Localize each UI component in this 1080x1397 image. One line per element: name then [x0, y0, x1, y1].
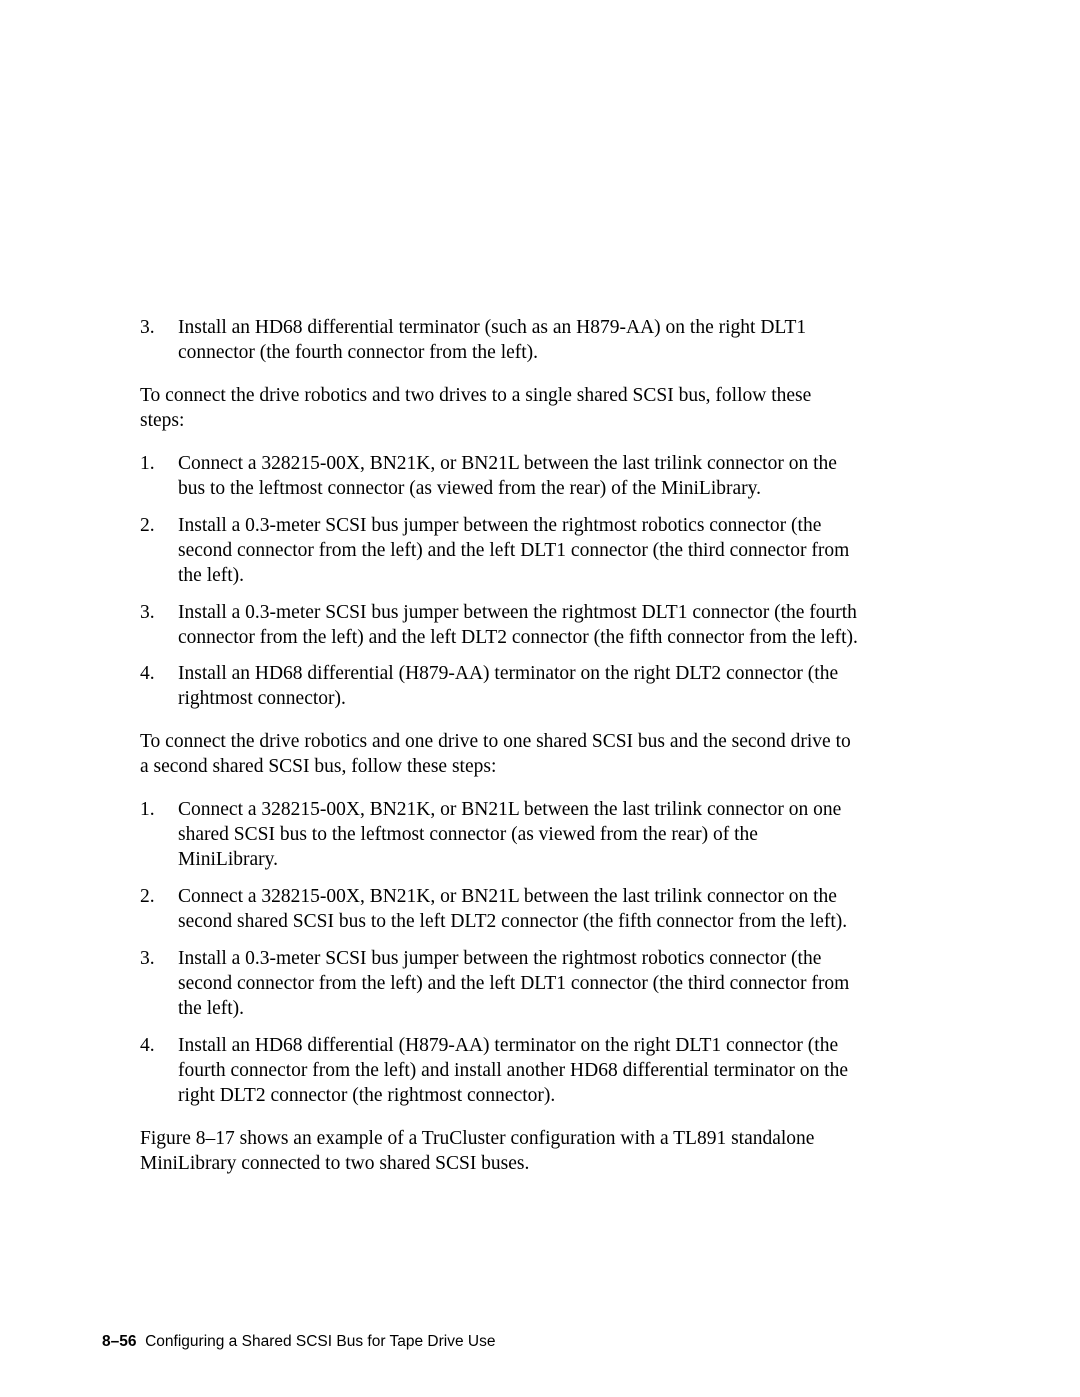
list-text: Install a 0.3-meter SCSI bus jumper betw… [178, 947, 860, 1022]
list-item: 2. Install a 0.3-meter SCSI bus jumper b… [140, 514, 860, 589]
list-item: 1. Connect a 328215-00X, BN21K, or BN21L… [140, 452, 860, 502]
list-text: Connect a 328215-00X, BN21K, or BN21L be… [178, 798, 860, 873]
list-number: 3. [140, 316, 178, 366]
list-text: Install a 0.3-meter SCSI bus jumper betw… [178, 601, 860, 651]
list-item: 3. Install an HD68 differential terminat… [140, 316, 860, 366]
list-item: 1. Connect a 328215-00X, BN21K, or BN21L… [140, 798, 860, 873]
list-text: Install an HD68 differential (H879-AA) t… [178, 662, 860, 712]
list-number: 1. [140, 798, 178, 873]
list-item: 4. Install an HD68 differential (H879-AA… [140, 662, 860, 712]
list-text: Connect a 328215-00X, BN21K, or BN21L be… [178, 885, 860, 935]
list-number: 4. [140, 662, 178, 712]
list-number: 3. [140, 947, 178, 1022]
content-column: 3. Install an HD68 differential terminat… [140, 316, 860, 1177]
list-number: 3. [140, 601, 178, 651]
list-text: Install a 0.3-meter SCSI bus jumper betw… [178, 514, 860, 589]
ordered-list-1: 3. Install an HD68 differential terminat… [140, 316, 860, 366]
list-item: 3. Install a 0.3-meter SCSI bus jumper b… [140, 601, 860, 651]
page-number: 8–56 [102, 1333, 136, 1350]
list-text: Install an HD68 differential (H879-AA) t… [178, 1034, 860, 1109]
list-number: 2. [140, 885, 178, 935]
paragraph: To connect the drive robotics and two dr… [140, 384, 860, 434]
list-text: Install an HD68 differential terminator … [178, 316, 860, 366]
list-item: 3. Install a 0.3-meter SCSI bus jumper b… [140, 947, 860, 1022]
page-footer: 8–56 Configuring a Shared SCSI Bus for T… [102, 1333, 495, 1351]
page: 3. Install an HD68 differential terminat… [0, 0, 1080, 1397]
list-number: 4. [140, 1034, 178, 1109]
ordered-list-2: 1. Connect a 328215-00X, BN21K, or BN21L… [140, 452, 860, 713]
paragraph: To connect the drive robotics and one dr… [140, 730, 860, 780]
paragraph: Figure 8–17 shows an example of a TruClu… [140, 1127, 860, 1177]
list-text: Connect a 328215-00X, BN21K, or BN21L be… [178, 452, 860, 502]
ordered-list-3: 1. Connect a 328215-00X, BN21K, or BN21L… [140, 798, 860, 1108]
list-number: 1. [140, 452, 178, 502]
list-item: 4. Install an HD68 differential (H879-AA… [140, 1034, 860, 1109]
list-item: 2. Connect a 328215-00X, BN21K, or BN21L… [140, 885, 860, 935]
list-number: 2. [140, 514, 178, 589]
footer-title: Configuring a Shared SCSI Bus for Tape D… [145, 1333, 495, 1350]
